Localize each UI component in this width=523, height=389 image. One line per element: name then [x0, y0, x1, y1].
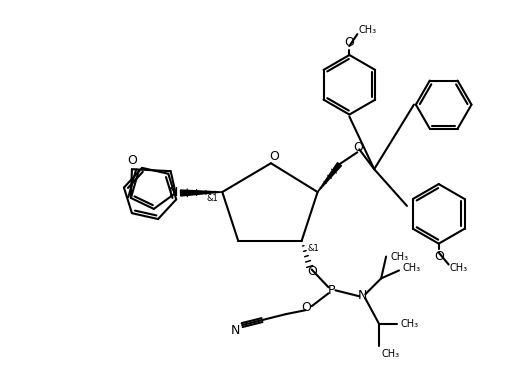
- Text: CH₃: CH₃: [390, 252, 408, 261]
- Polygon shape: [180, 190, 222, 196]
- Text: P: P: [328, 284, 335, 297]
- Text: N: N: [231, 324, 240, 336]
- Text: O: O: [127, 154, 137, 167]
- Text: O: O: [434, 250, 444, 263]
- Text: CH₃: CH₃: [450, 263, 468, 273]
- Text: O: O: [302, 301, 312, 314]
- Text: O: O: [345, 36, 354, 49]
- Text: N: N: [169, 186, 178, 198]
- Text: CH₃: CH₃: [381, 349, 399, 359]
- Text: O: O: [354, 141, 363, 154]
- Text: &1: &1: [308, 244, 320, 253]
- Text: CH₃: CH₃: [401, 319, 419, 329]
- Text: O: O: [269, 150, 279, 163]
- Polygon shape: [317, 163, 342, 192]
- Text: CH₃: CH₃: [403, 263, 421, 273]
- Text: &1: &1: [207, 194, 218, 203]
- Text: N: N: [358, 289, 367, 302]
- Text: O: O: [308, 265, 317, 278]
- Text: CH₃: CH₃: [358, 25, 377, 35]
